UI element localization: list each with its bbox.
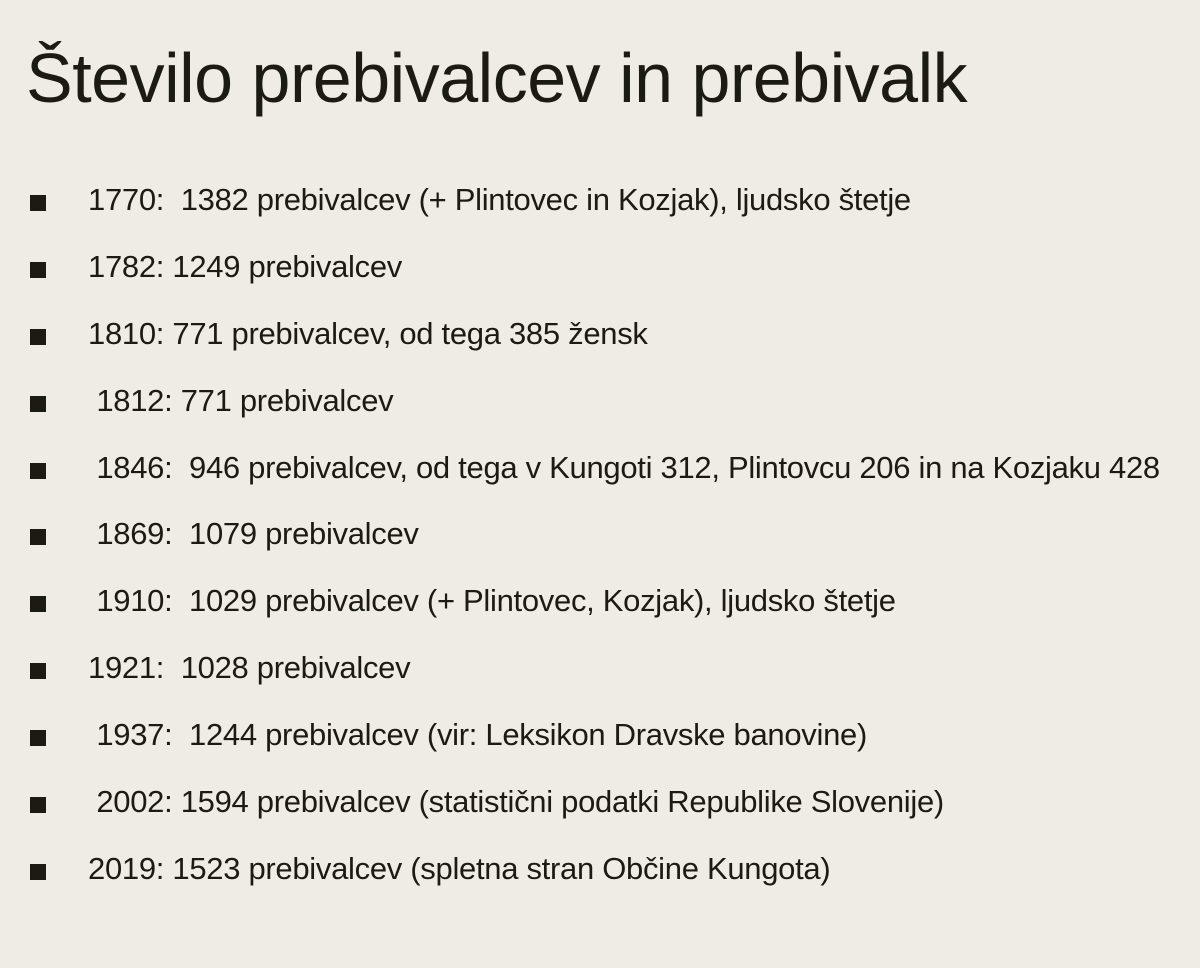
list-item: 1921: 1028 prebivalcev bbox=[0, 646, 1180, 690]
square-bullet-icon bbox=[30, 463, 46, 479]
list-item-text: 1812: 771 prebivalcev bbox=[88, 383, 394, 418]
list-item: 1812: 771 prebivalcev bbox=[0, 379, 1180, 423]
square-bullet-icon bbox=[30, 596, 46, 612]
list-item-text: 1782: 1249 prebivalcev bbox=[88, 249, 402, 284]
list-item: 1869: 1079 prebivalcev bbox=[0, 512, 1180, 556]
list-item-text: 1869: 1079 prebivalcev bbox=[88, 516, 419, 551]
population-list: 1770: 1382 prebivalcev (+ Plintovec in K… bbox=[0, 178, 1180, 914]
list-item: 1810: 771 prebivalcev, od tega 385 žensk bbox=[0, 312, 1180, 356]
list-item: 1782: 1249 prebivalcev bbox=[0, 245, 1180, 289]
square-bullet-icon bbox=[30, 864, 46, 880]
list-item-text: 1810: 771 prebivalcev, od tega 385 žensk bbox=[88, 316, 648, 351]
list-item-text: 1910: 1029 prebivalcev (+ Plintovec, Koz… bbox=[88, 583, 896, 618]
square-bullet-icon bbox=[30, 329, 46, 345]
slide-title: Število prebivalcev in prebivalk bbox=[26, 39, 968, 117]
list-item-text: 1921: 1028 prebivalcev bbox=[88, 650, 411, 685]
list-item: 2019: 1523 prebivalcev (spletna stran Ob… bbox=[0, 847, 1180, 891]
square-bullet-icon bbox=[30, 730, 46, 746]
square-bullet-icon bbox=[30, 529, 46, 545]
list-item-text: 1937: 1244 prebivalcev (vir: Leksikon Dr… bbox=[88, 717, 868, 752]
list-item-text: 1846: 946 prebivalcev, od tega v Kungoti… bbox=[88, 450, 1160, 485]
list-item-text: 2019: 1523 prebivalcev (spletna stran Ob… bbox=[88, 851, 831, 886]
list-item: 1937: 1244 prebivalcev (vir: Leksikon Dr… bbox=[0, 713, 1180, 757]
square-bullet-icon bbox=[30, 396, 46, 412]
list-item: 2002: 1594 prebivalcev (statistični poda… bbox=[0, 780, 1180, 824]
list-item: 1846: 946 prebivalcev, od tega v Kungoti… bbox=[0, 446, 1180, 490]
square-bullet-icon bbox=[30, 262, 46, 278]
square-bullet-icon bbox=[30, 663, 46, 679]
list-item-text: 1770: 1382 prebivalcev (+ Plintovec in K… bbox=[88, 182, 911, 217]
list-item: 1770: 1382 prebivalcev (+ Plintovec in K… bbox=[0, 178, 1180, 222]
square-bullet-icon bbox=[30, 797, 46, 813]
list-item-text: 2002: 1594 prebivalcev (statistični poda… bbox=[88, 784, 944, 819]
list-item: 1910: 1029 prebivalcev (+ Plintovec, Koz… bbox=[0, 579, 1180, 623]
square-bullet-icon bbox=[30, 195, 46, 211]
